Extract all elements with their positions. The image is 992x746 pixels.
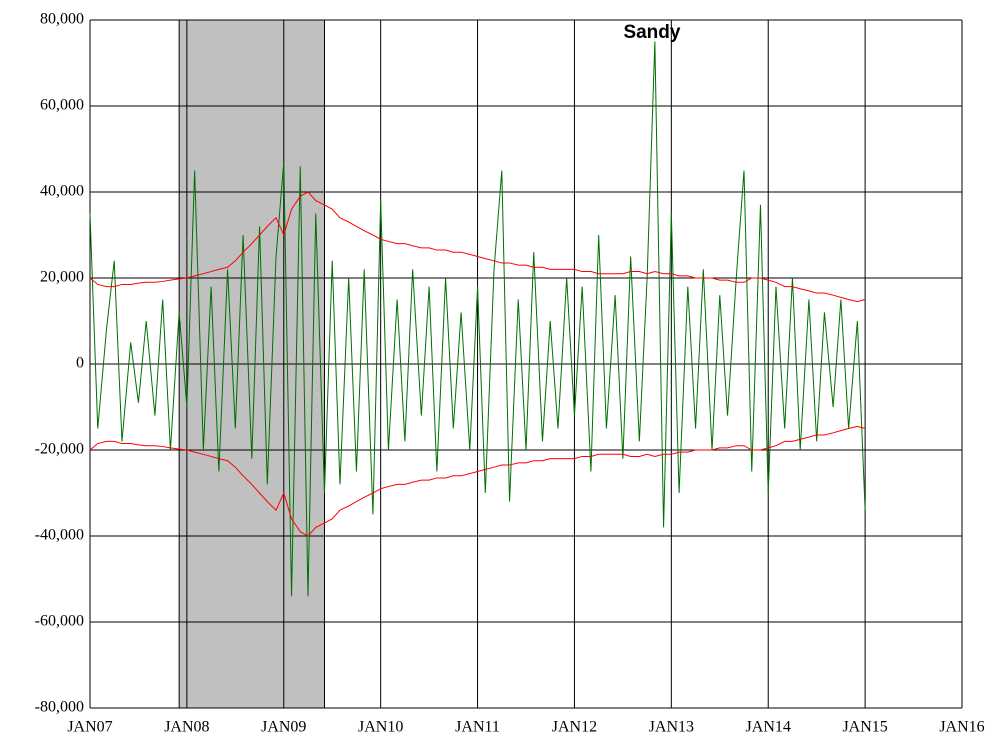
y-tick-label: 80,000: [40, 11, 84, 28]
y-tick-label: 40,000: [40, 183, 84, 200]
x-tick-label: JAN13: [649, 719, 694, 736]
x-tick-label: JAN07: [67, 719, 112, 736]
series-line: [89, 191, 866, 303]
y-tick-label: -80,000: [35, 699, 84, 716]
y-tick-label: 0: [76, 355, 84, 372]
x-tick-label: JAN16: [939, 719, 984, 736]
series-line: [89, 425, 866, 537]
x-tick-label: JAN14: [746, 719, 791, 736]
series-line: [89, 41, 866, 597]
x-tick-label: JAN10: [358, 719, 403, 736]
x-tick-label: JAN11: [455, 719, 500, 736]
y-tick-label: 60,000: [40, 97, 84, 114]
y-tick-label: -60,000: [35, 613, 84, 630]
y-tick-label: 20,000: [40, 269, 84, 286]
y-tick-label: -20,000: [35, 441, 84, 458]
x-tick-label: JAN08: [164, 719, 209, 736]
annotation: Sandy: [623, 22, 680, 43]
x-tick-label: JAN09: [261, 719, 306, 736]
x-tick-label: JAN15: [842, 719, 887, 736]
x-tick-label: JAN12: [552, 719, 597, 736]
y-tick-label: -40,000: [35, 527, 84, 544]
